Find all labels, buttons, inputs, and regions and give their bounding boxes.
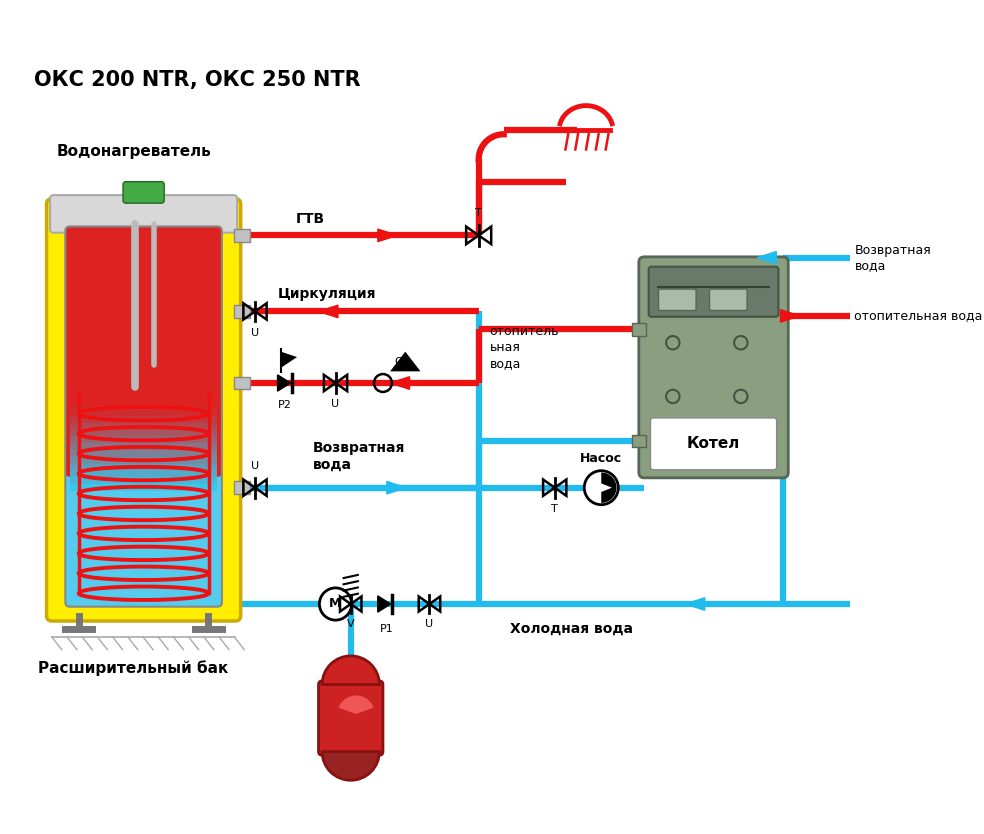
Text: T: T [475, 208, 482, 218]
Bar [233, 377, 250, 389]
Polygon shape [757, 252, 776, 264]
Text: U: U [251, 461, 259, 471]
Bar [70, 420, 217, 430]
Text: Водонагреватель: Водонагреватель [56, 144, 212, 159]
Wedge shape [601, 473, 616, 503]
Bar [70, 435, 217, 443]
Polygon shape [780, 309, 800, 322]
FancyBboxPatch shape [65, 420, 222, 606]
Polygon shape [319, 305, 338, 318]
Polygon shape [387, 481, 406, 494]
Text: отопительная вода: отопительная вода [854, 309, 983, 323]
Polygon shape [594, 480, 612, 495]
Text: U: U [332, 399, 339, 409]
FancyBboxPatch shape [639, 257, 788, 478]
FancyBboxPatch shape [319, 681, 383, 756]
Text: O: O [395, 357, 403, 367]
Bar [70, 475, 217, 484]
Bar [70, 407, 217, 416]
Bar [70, 461, 217, 470]
Polygon shape [390, 377, 409, 389]
Bar [632, 435, 646, 447]
FancyBboxPatch shape [46, 198, 241, 621]
Bar [632, 324, 646, 336]
Text: Насос: Насос [581, 452, 622, 465]
Bar [233, 305, 250, 318]
Polygon shape [281, 352, 297, 368]
Bar [70, 427, 217, 436]
Polygon shape [390, 352, 420, 371]
Bar [70, 414, 217, 423]
FancyBboxPatch shape [65, 226, 222, 477]
Bar [233, 229, 250, 242]
Bar [233, 481, 250, 494]
Text: ОКС 200 NTR, ОКС 250 NTR: ОКС 200 NTR, ОКС 250 NTR [34, 70, 360, 90]
Text: ГТВ: ГТВ [295, 213, 325, 226]
Bar [70, 455, 217, 464]
Polygon shape [277, 374, 290, 391]
Text: Расширительный бак: Расширительный бак [38, 661, 228, 676]
FancyBboxPatch shape [709, 289, 747, 310]
Text: U: U [251, 328, 259, 338]
Circle shape [584, 470, 618, 505]
Wedge shape [322, 656, 380, 685]
Wedge shape [322, 751, 380, 781]
Bar [70, 482, 217, 491]
Text: Котел: Котел [687, 436, 740, 451]
Text: отопитель
ьная
вода: отопитель ьная вода [489, 324, 559, 369]
Bar [70, 448, 217, 457]
Text: Циркуляция: Циркуляция [277, 287, 376, 301]
Text: V: V [347, 619, 354, 629]
Text: Возвратная
вода: Возвратная вода [854, 244, 931, 272]
Text: Холодная вода: Холодная вода [510, 622, 633, 636]
Polygon shape [378, 229, 398, 242]
FancyBboxPatch shape [123, 182, 164, 203]
Text: T: T [551, 504, 558, 514]
Circle shape [320, 588, 351, 620]
Polygon shape [378, 595, 391, 612]
Text: P1: P1 [380, 624, 394, 634]
FancyBboxPatch shape [50, 195, 237, 233]
Bar [70, 468, 217, 477]
Bar [70, 441, 217, 450]
Text: U: U [425, 619, 434, 629]
Text: P2: P2 [277, 400, 291, 410]
Polygon shape [686, 598, 705, 610]
FancyBboxPatch shape [658, 289, 696, 310]
Text: M: M [330, 597, 341, 610]
FancyBboxPatch shape [648, 267, 778, 317]
Text: Возвратная
вода: Возвратная вода [313, 441, 405, 471]
FancyBboxPatch shape [650, 418, 776, 470]
Wedge shape [338, 696, 374, 714]
